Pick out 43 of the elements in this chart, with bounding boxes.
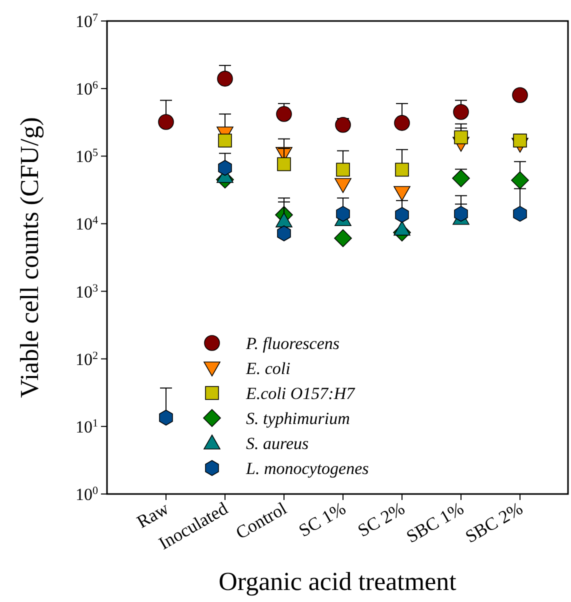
point [277, 225, 291, 242]
point [511, 171, 529, 190]
y-tick-label: 10$^{5}$ [75, 147, 98, 166]
point [334, 178, 352, 193]
point [394, 115, 410, 131]
point [336, 162, 350, 177]
point [218, 160, 232, 176]
point [334, 229, 352, 248]
x-tick-label: SC 2% [354, 498, 408, 541]
point [218, 134, 232, 148]
point [394, 220, 410, 236]
point [512, 87, 528, 104]
point [452, 169, 470, 188]
legend-label: S. typhimurium [246, 409, 350, 428]
legend-label: S. aureus [246, 434, 310, 453]
point [395, 207, 409, 223]
y-tick-label: 10$^{4}$ [75, 214, 98, 234]
point [513, 206, 527, 222]
y-tick-label: 10$^{1}$ [75, 417, 98, 436]
point [217, 70, 233, 87]
x-tick-label: SC 1% [295, 498, 349, 541]
y-tick-label: 10$^{3}$ [75, 282, 98, 302]
legend-label: P. fluorescens [245, 334, 340, 353]
y-tick-label: 10$^{0}$ [75, 485, 98, 504]
point [277, 157, 291, 172]
point [159, 410, 173, 426]
point [276, 106, 292, 122]
y-axis-title: Viable cell counts (CFU/g) [15, 117, 44, 398]
point [395, 162, 409, 177]
legend-label: E.coli O157:H7 [245, 384, 356, 403]
point [336, 206, 350, 222]
y-tick-label: 10$^{6}$ [75, 80, 98, 99]
point [453, 104, 469, 120]
legend-label: E. coli [245, 359, 291, 378]
point [394, 186, 410, 201]
point [335, 117, 351, 133]
point [454, 206, 468, 222]
legend-label: L. monocytogenes [245, 459, 370, 478]
point [276, 212, 292, 228]
x-axis-title: Organic acid treatment [218, 567, 458, 596]
y-tick-label: 10$^{7}$ [75, 12, 98, 31]
point [158, 114, 174, 130]
y-tick-label: 10$^{2}$ [75, 350, 98, 369]
